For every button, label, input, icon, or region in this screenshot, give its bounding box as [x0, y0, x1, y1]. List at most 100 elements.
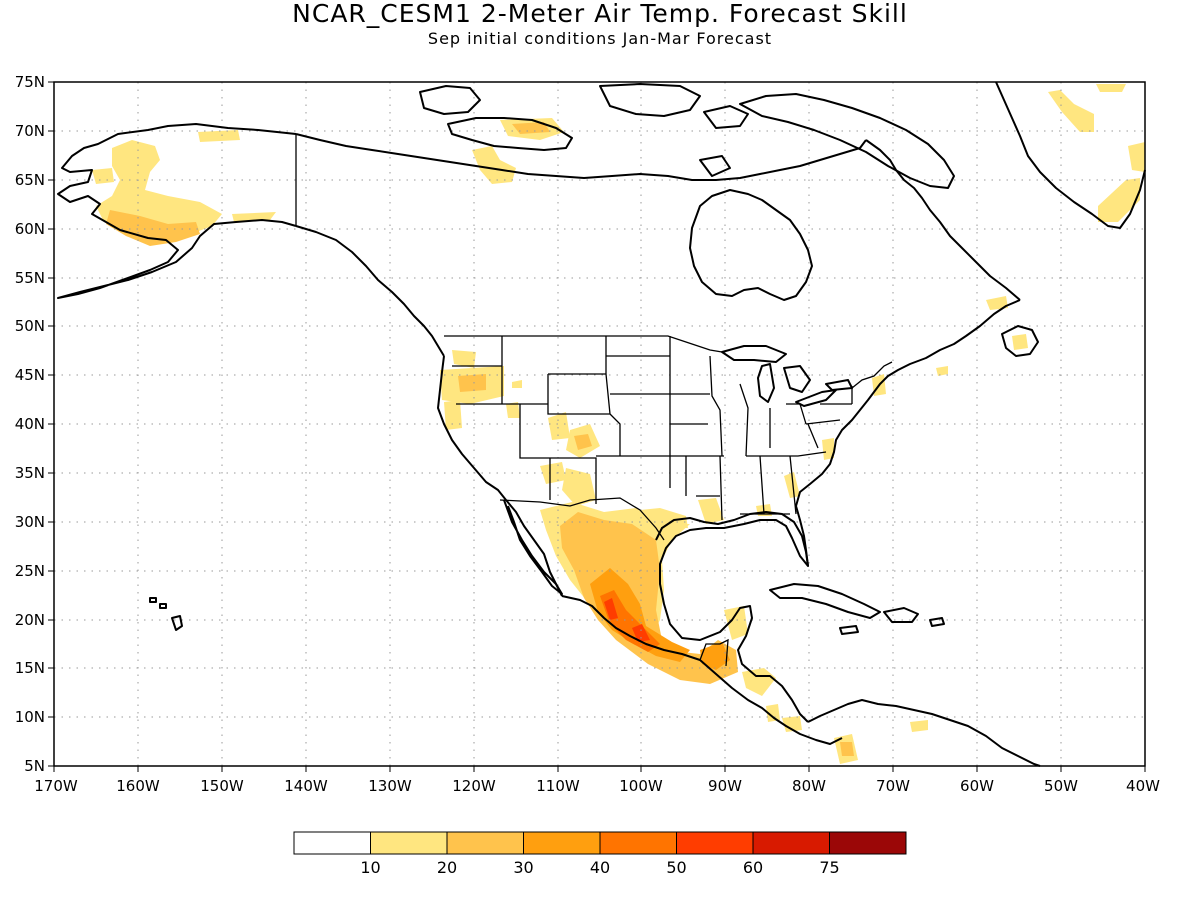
latitude-labels: 75N 70N 65N 60N 55N 50N 45N 40N 35N 30N … [15, 73, 45, 775]
coastline-lake-superior [721, 345, 787, 363]
skill-region-mexico-30 [560, 512, 738, 684]
coastline-victoria-island [447, 117, 573, 151]
coastline-lake-erie [795, 389, 837, 407]
coastline-baja [503, 499, 563, 595]
colorbar-swatch [370, 831, 448, 855]
coastlines [57, 81, 1146, 767]
lat-label: 55N [15, 269, 45, 287]
colorbar-label: 60 [743, 858, 763, 877]
border-us-mexico [499, 497, 665, 541]
skill-region-labrador [986, 296, 1008, 310]
axis-ticks [48, 81, 1146, 772]
skill-region-louisiana [698, 498, 724, 524]
lon-label: 160W [116, 777, 160, 795]
colorbar-label: 40 [590, 858, 610, 877]
skill-region-washington [452, 350, 476, 368]
coastline-mexico-pacific [561, 595, 843, 745]
longitude-labels: 170W 160W 150W 140W 130W 120W 110W 100W … [34, 777, 1160, 795]
skill-region-new-mexico [562, 468, 596, 506]
skill-region-montana [512, 380, 522, 388]
lon-label: 120W [452, 777, 496, 795]
lon-label: 130W [368, 777, 412, 795]
lon-label: 110W [536, 777, 580, 795]
skill-region-colombia-core [840, 742, 854, 756]
lon-label: 90W [708, 777, 742, 795]
coastline-baffin [739, 93, 955, 189]
coastline-south-america [807, 699, 1041, 767]
colorbar-swatch [523, 831, 601, 855]
border-us-canada [444, 335, 723, 353]
skill-region-nw-california [444, 400, 462, 430]
coastline-east-us [795, 299, 1021, 567]
skill-shading [92, 84, 1145, 764]
coastline-labrador [865, 139, 1021, 301]
coastline-southampton [699, 155, 731, 177]
colorbar-swatch [829, 831, 907, 855]
lat-label: 45N [15, 366, 45, 384]
skill-region-newfoundland [1012, 334, 1028, 350]
colorbar-label: 10 [360, 858, 380, 877]
lat-label: 40N [15, 415, 45, 433]
skill-region-oregon-core [458, 374, 486, 392]
lat-label: 5N [24, 757, 45, 775]
lat-label: 65N [15, 171, 45, 189]
political-borders [295, 134, 893, 667]
map-gridlines [54, 82, 1145, 766]
skill-region-alaska-northeast [198, 130, 240, 142]
skill-region-nicaragua [766, 704, 780, 722]
coastline-gulf [655, 511, 809, 723]
skill-region-greenland-1 [1048, 90, 1094, 132]
colorbar-swatch [293, 831, 371, 855]
lon-label: 150W [200, 777, 244, 795]
colorbar-swatch [446, 831, 524, 855]
map-subtitle: Sep initial conditions Jan-Mar Forecast [427, 29, 773, 48]
lat-label: 20N [15, 611, 45, 629]
coastline-newfoundland [1001, 325, 1039, 357]
coastline-us-west [437, 355, 563, 597]
skill-region-alaska-north [92, 168, 114, 184]
colorbar: 10 20 30 40 50 60 75 [293, 831, 907, 877]
skill-region-mexico-60 [604, 598, 618, 620]
lat-label: 35N [15, 464, 45, 482]
skill-region-costa-rica [782, 716, 802, 732]
lon-label: 70W [876, 777, 910, 795]
lat-label: 75N [15, 73, 45, 91]
lat-label: 25N [15, 562, 45, 580]
coastline-lake-huron [783, 365, 811, 393]
lon-label: 60W [960, 777, 994, 795]
border-states-west [452, 336, 671, 504]
lat-label: 15N [15, 659, 45, 677]
skill-region-greenland-4 [1098, 178, 1140, 222]
coastline-hawaii [171, 615, 183, 631]
coastline-hispaniola [883, 607, 919, 623]
lon-label: 100W [619, 777, 663, 795]
coastline-alaska [57, 123, 297, 299]
lat-label: 10N [15, 708, 45, 726]
skill-region-mexico-40 [590, 568, 690, 662]
skill-region-virginia [822, 438, 834, 460]
skill-region-greenland-2 [1096, 84, 1126, 92]
skill-region-georgia [784, 472, 800, 498]
coastline-hudson-bay [689, 189, 813, 301]
lon-label: 170W [34, 777, 78, 795]
coastline-arctic [295, 133, 867, 181]
skill-region-colorado [548, 412, 570, 440]
coastline-hawaii-3 [159, 603, 167, 609]
colorbar-label: 50 [666, 858, 686, 877]
skill-region-colorado-2b [574, 434, 592, 450]
coastline-banks-island [419, 85, 481, 115]
colorbar-label: 30 [513, 858, 533, 877]
coastline-puerto-rico [929, 617, 945, 627]
coastline-jamaica [839, 625, 859, 635]
skill-region-idaho [506, 402, 520, 418]
lon-label: 40W [1126, 777, 1160, 795]
skill-region-yucatan [724, 606, 748, 640]
colorbar-swatch [676, 831, 754, 855]
skill-region-venezuela [910, 720, 928, 732]
skill-region-maritimes [936, 366, 948, 376]
colorbar-label: 20 [437, 858, 457, 877]
lat-label: 50N [15, 317, 45, 335]
coastline-lake-michigan [757, 363, 775, 403]
lon-label: 80W [792, 777, 826, 795]
colorbar-label: 75 [819, 858, 839, 877]
